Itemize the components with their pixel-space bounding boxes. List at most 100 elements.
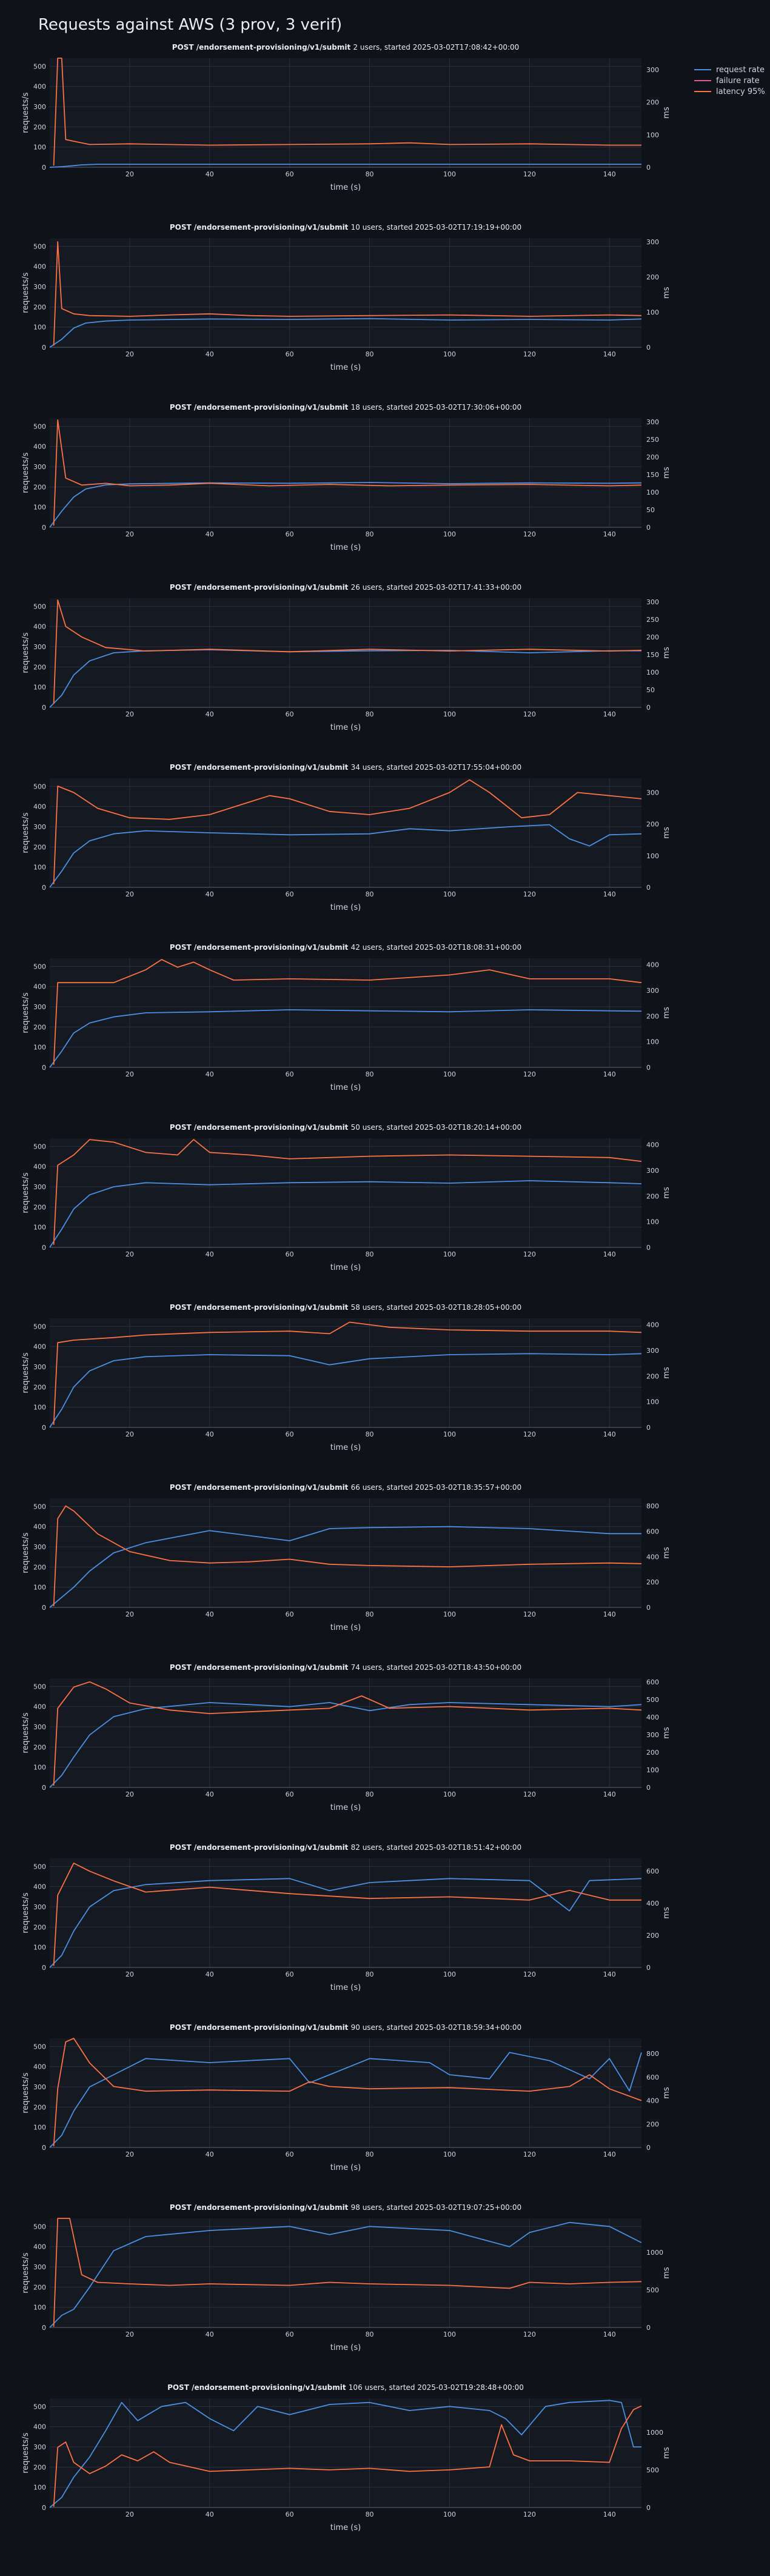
legend-item-failure-rate[interactable]: failure rate — [694, 75, 765, 86]
y-left-tick-label: 500 — [33, 2403, 46, 2411]
y-right-tick-label: 400 — [646, 1900, 659, 1907]
x-tick-label: 80 — [366, 350, 374, 358]
y-left-tick-label: 100 — [33, 864, 46, 872]
y-left-tick-label: 300 — [33, 1903, 46, 1911]
y-right-tick-label: 100 — [646, 1766, 659, 1774]
y-left-tick-label: 300 — [33, 823, 46, 831]
chart-title: POST /endorsement-provisioning/v1/submit… — [170, 403, 521, 412]
y-left-tick-label: 500 — [33, 242, 46, 250]
x-tick-label: 20 — [126, 1430, 134, 1438]
series-latency-95 — [53, 1862, 641, 1966]
x-tick-label: 20 — [126, 2511, 134, 2518]
y-right-tick-label: 300 — [646, 1167, 659, 1175]
y-left-tick-label: 400 — [33, 983, 46, 991]
y-left-tick-label: 400 — [33, 1883, 46, 1891]
x-axis-title: time (s) — [330, 1083, 361, 1092]
y-left-tick-label: 400 — [33, 1523, 46, 1531]
y-right-tick-label: 50 — [646, 686, 655, 694]
x-tick-label: 120 — [523, 1250, 536, 1258]
series-latency-95 — [53, 599, 642, 704]
y-right-tick-label: 0 — [646, 1784, 651, 1792]
y-left-tick-label: 500 — [33, 1323, 46, 1330]
x-tick-label: 40 — [206, 1250, 214, 1258]
x-tick-label: 100 — [443, 170, 456, 178]
y-right-axis-title: ms — [662, 1907, 671, 1919]
plot-area — [50, 2038, 641, 2147]
x-tick-label: 80 — [366, 890, 374, 898]
y-left-axis-title: requests/s — [21, 812, 30, 853]
y-left-tick-label: 300 — [33, 1543, 46, 1551]
y-left-tick-label: 200 — [33, 1923, 46, 1931]
y-left-tick-label: 200 — [33, 1383, 46, 1391]
y-right-tick-label: 300 — [646, 789, 659, 796]
legend-label: failure rate — [716, 76, 760, 85]
chart-title: POST /endorsement-provisioning/v1/submit… — [172, 43, 520, 52]
x-axis-title: time (s) — [330, 543, 361, 552]
x-tick-label: 80 — [366, 1430, 374, 1438]
y-right-tick-label: 400 — [646, 1713, 659, 1721]
plot-area — [50, 1678, 641, 1787]
x-tick-label: 20 — [126, 1070, 134, 1078]
page-title: Requests against AWS (3 prov, 3 verif) — [38, 16, 343, 34]
x-tick-label: 100 — [443, 1610, 456, 1618]
x-tick-label: 100 — [443, 1790, 456, 1798]
y-left-axis-title: requests/s — [21, 92, 30, 133]
legend-label: request rate — [716, 65, 765, 75]
chart-title-endpoint: POST /endorsement-provisioning/v1/submit — [170, 1483, 351, 1492]
x-tick-label: 20 — [126, 170, 134, 178]
legend-label: latency 95% — [716, 87, 765, 96]
y-left-tick-label: 200 — [33, 2283, 46, 2291]
x-axis-title: time (s) — [330, 2523, 361, 2532]
y-left-axis-title: requests/s — [21, 1532, 30, 1573]
x-tick-label: 20 — [126, 1250, 134, 1258]
x-tick-label: 120 — [523, 1970, 536, 1978]
y-right-tick-label: 250 — [646, 616, 659, 624]
legend-item-latency-95[interactable]: latency 95% — [694, 86, 765, 97]
chart-panel-5: POST /endorsement-provisioning/v1/submit… — [21, 763, 671, 912]
legend: request rate failure rate latency 95% — [694, 64, 765, 97]
x-tick-label: 100 — [443, 530, 456, 538]
y-left-axis-title: requests/s — [21, 2252, 30, 2294]
x-tick-label: 120 — [523, 350, 536, 358]
chart-title-endpoint: POST /endorsement-provisioning/v1/submit — [170, 583, 351, 592]
y-right-tick-label: 200 — [646, 1578, 659, 1586]
chart-title-info: 26 users, started 2025-03-02T17:41:33+00… — [351, 583, 522, 592]
series-latency-95 — [53, 779, 642, 884]
plot-area — [50, 1858, 641, 1967]
y-left-tick-label: 400 — [33, 263, 46, 271]
x-axis-title: time (s) — [330, 903, 361, 912]
x-tick-label: 20 — [126, 350, 134, 358]
y-right-tick-label: 100 — [646, 669, 659, 676]
y-right-tick-label: 400 — [646, 961, 659, 969]
x-tick-label: 20 — [126, 1610, 134, 1618]
chart-title-endpoint: POST /endorsement-provisioning/v1/submit — [170, 763, 351, 772]
y-left-axis-title: requests/s — [21, 1712, 30, 1753]
x-tick-label: 40 — [206, 530, 214, 538]
chart-panel-12: POST /endorsement-provisioning/v1/submit… — [21, 2023, 671, 2172]
plot-area — [50, 2218, 641, 2327]
series-request-rate — [49, 2052, 642, 2148]
x-tick-label: 80 — [366, 1970, 374, 1978]
series-request-rate — [49, 2400, 641, 2508]
chart-title-endpoint: POST /endorsement-provisioning/v1/submit — [170, 403, 351, 412]
y-right-axis-title: ms — [662, 1547, 671, 1559]
y-right-axis-title: ms — [662, 2447, 671, 2459]
y-right-tick-label: 50 — [646, 506, 655, 514]
x-tick-label: 120 — [523, 2331, 536, 2338]
y-left-tick-label: 100 — [33, 684, 46, 692]
y-right-tick-label: 300 — [646, 418, 659, 426]
y-right-tick-label: 500 — [646, 2466, 659, 2474]
chart-title-info: 106 users, started 2025-03-02T19:28:48+0… — [349, 2383, 524, 2392]
chart-title: POST /endorsement-provisioning/v1/submit… — [170, 1303, 521, 1312]
x-tick-label: 60 — [286, 530, 294, 538]
x-tick-label: 120 — [523, 1430, 536, 1438]
y-left-tick-label: 300 — [33, 103, 46, 111]
chart-title-endpoint: POST /endorsement-provisioning/v1/submit — [170, 1303, 351, 1312]
chart-panel-13: POST /endorsement-provisioning/v1/submit… — [21, 2203, 671, 2352]
y-right-tick-label: 200 — [646, 1932, 659, 1940]
y-right-tick-label: 200 — [646, 1192, 659, 1200]
legend-item-request-rate[interactable]: request rate — [694, 64, 765, 75]
x-tick-label: 80 — [366, 1250, 374, 1258]
y-left-axis-title: requests/s — [21, 632, 30, 673]
x-tick-label: 80 — [366, 2511, 374, 2518]
